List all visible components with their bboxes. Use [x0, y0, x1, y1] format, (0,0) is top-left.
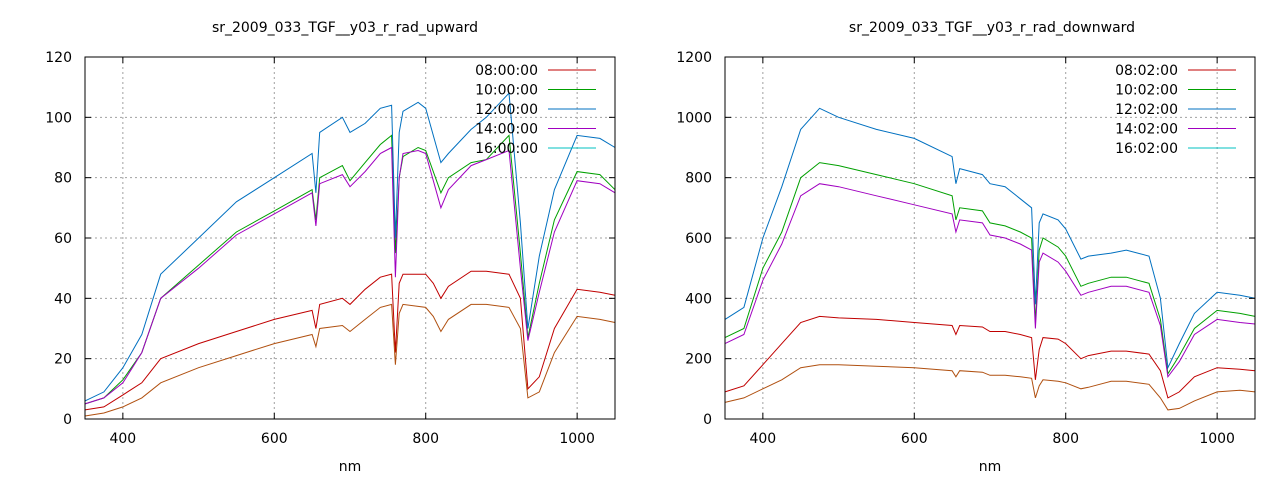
- series-line-120000: [84, 92, 616, 402]
- legend-label: 16:00:00: [475, 141, 538, 157]
- series-line-100000: [84, 134, 616, 405]
- y-tick-label: 120: [45, 50, 72, 66]
- x-tick-label: 800: [1052, 431, 1079, 447]
- y-tick-label: 100: [45, 110, 72, 126]
- y-tick-label: 200: [685, 352, 712, 368]
- y-tick-label: 40: [54, 291, 72, 307]
- y-tick-label: 800: [685, 171, 712, 187]
- legend-label: 08:00:00: [475, 63, 538, 79]
- y-tick-label: 0: [703, 412, 712, 428]
- x-axis-label: nm: [339, 459, 362, 475]
- x-tick-label: 1000: [559, 431, 595, 447]
- legend-label: 10:00:00: [475, 83, 538, 99]
- x-tick-label: 600: [901, 431, 928, 447]
- x-tick-label: 400: [109, 431, 136, 447]
- y-tick-label: 0: [63, 412, 72, 428]
- series-line-080000: [84, 270, 616, 411]
- legend-label: 08:02:00: [1115, 63, 1178, 79]
- legend-label: 10:02:00: [1115, 83, 1178, 99]
- legend-label: 12:00:00: [475, 102, 538, 118]
- legend-label: 16:02:00: [1115, 141, 1178, 157]
- chart-title: sr_2009_033_TGF__y03_r_rad_downward: [849, 20, 1135, 36]
- chart-title: sr_2009_033_TGF__y03_r_rad_upward: [212, 20, 478, 36]
- y-tick-label: 600: [685, 231, 712, 247]
- y-tick-label: 1000: [676, 110, 712, 126]
- x-tick-label: 400: [749, 431, 776, 447]
- series-line-100200: [724, 162, 1256, 376]
- chart-panel-2: 400 600 800 1000 0 200 400 600 800 1000 1200 sr_200…: [676, 20, 1256, 475]
- series-line-140000: [84, 146, 616, 405]
- series-line-140200: [724, 183, 1256, 379]
- y-tick-label: 20: [54, 352, 72, 368]
- y-tick-label: 1200: [676, 50, 712, 66]
- x-tick-label: 1000: [1199, 431, 1235, 447]
- y-tick-label: 60: [54, 231, 72, 247]
- series-line-unlabeled-5: [84, 303, 616, 417]
- y-tick-label: 400: [685, 291, 712, 307]
- x-tick-label: 600: [261, 431, 288, 447]
- chart-panel-1: 400 600 800 1000 0 20 40 60 80 100 120 sr_2009_033_…: [45, 20, 616, 475]
- series-line-080200: [724, 315, 1256, 399]
- x-tick-label: 800: [412, 431, 439, 447]
- x-axis-label: nm: [979, 459, 1002, 475]
- legend-label: 14:02:00: [1115, 122, 1178, 138]
- series-line-unlabeled-5: [724, 364, 1256, 411]
- legend-label: 12:02:00: [1115, 102, 1178, 118]
- series-line-120200: [724, 107, 1256, 370]
- y-tick-label: 80: [54, 171, 72, 187]
- legend-label: 14:00:00: [475, 122, 538, 138]
